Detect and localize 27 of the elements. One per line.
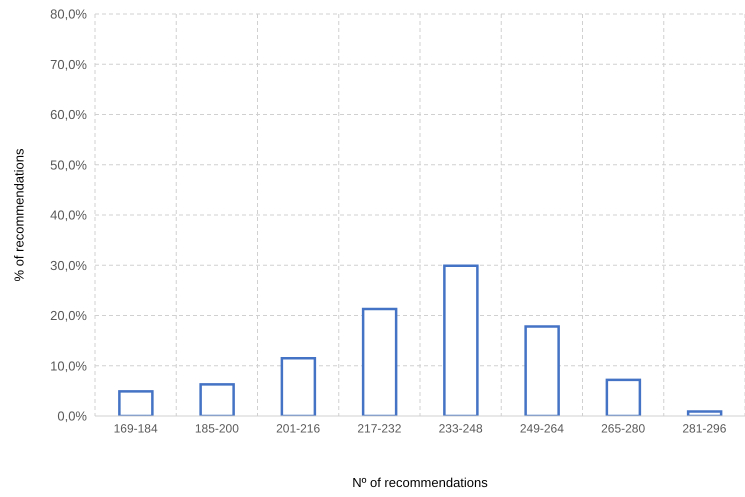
- y-axis-title: % of recommendations: [12, 148, 27, 282]
- x-tick-label: 265-280: [601, 422, 646, 436]
- y-tick-label: 10,0%: [50, 358, 88, 374]
- y-tick-label: 0,0%: [57, 408, 88, 424]
- bar: [606, 378, 642, 416]
- y-tick-label: 70,0%: [50, 56, 88, 72]
- bar: [524, 325, 560, 416]
- bar: [280, 356, 316, 416]
- x-tick-label: 217-232: [357, 422, 402, 436]
- bar: [362, 308, 398, 416]
- y-tick-label: 30,0%: [50, 258, 88, 273]
- bar: [443, 264, 479, 416]
- bar: [199, 383, 235, 416]
- bar: [686, 410, 722, 416]
- x-tick-label: 233-248: [438, 422, 483, 436]
- x-tick-label: 249-264: [520, 422, 564, 436]
- y-tick-label: 80,0%: [50, 6, 88, 22]
- x-tick-label: 185-200: [194, 422, 240, 436]
- x-tick-label: 281-296: [682, 422, 727, 436]
- y-tick-label: 60,0%: [50, 107, 88, 122]
- bar: [118, 390, 154, 416]
- y-tick-label: 20,0%: [50, 308, 88, 324]
- y-tick-label: 40,0%: [50, 208, 88, 223]
- x-tick-label: 169-184: [114, 422, 158, 436]
- y-tick-label: 50,0%: [50, 157, 88, 172]
- x-axis-title: Nº of recommendations: [352, 475, 488, 490]
- x-tick-label: 201-216: [276, 422, 320, 436]
